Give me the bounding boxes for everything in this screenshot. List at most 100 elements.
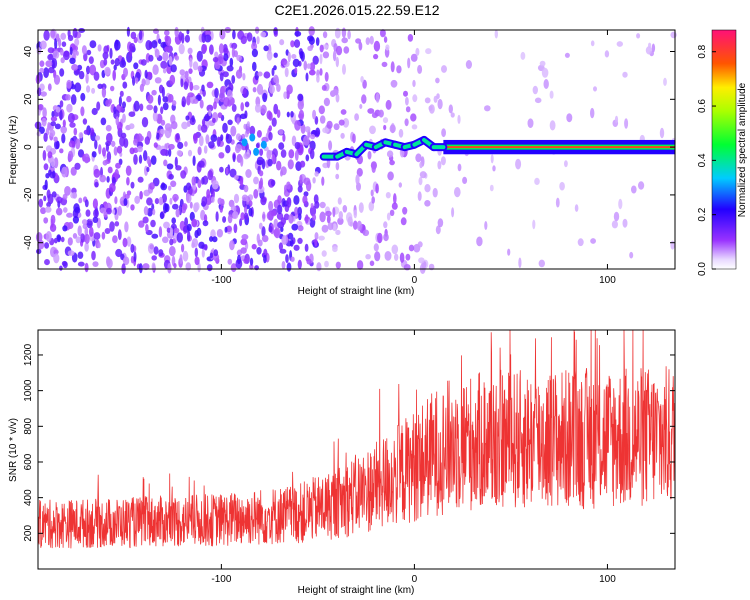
spectrogram-cell [53, 74, 61, 85]
spectrogram-cell [55, 207, 63, 216]
spectrogram-cell [419, 161, 423, 169]
spectrogram-cell [349, 221, 354, 227]
spectrogram-cell [418, 177, 423, 186]
spectrogram-cell [201, 196, 208, 207]
spectrogram-cell [138, 220, 145, 228]
spectrogram-cell [47, 151, 53, 159]
spectrogram-cell [67, 221, 74, 230]
spectrogram-cell [300, 123, 306, 134]
spectrogram-cell [362, 229, 370, 237]
spectrogram-cell [299, 160, 306, 168]
spectrogram-cell [115, 248, 123, 258]
spectrogram-cell [437, 218, 444, 228]
spectrogram-cell [43, 217, 49, 224]
spectrogram-cell [47, 122, 51, 130]
spectrogram-cell [60, 236, 65, 243]
spectrogram-cell [273, 74, 279, 84]
spectrogram-cell [94, 139, 98, 150]
spectrogram-cell [239, 176, 244, 187]
spectrogram-cell [246, 149, 250, 155]
spectrogram-cell [194, 202, 200, 211]
spectrogram-cell [194, 247, 198, 258]
spectrogram-y-ticks: -40 -20 0 20 40 [23, 46, 675, 250]
spectrogram-cell [147, 207, 153, 217]
spectrogram-cell [283, 91, 288, 100]
spectrogram-cell [201, 32, 206, 44]
spectrogram-cell [130, 31, 137, 40]
spectrogram-cell [130, 204, 135, 211]
spectrogram-cell [153, 105, 158, 114]
spectrogram-cell [342, 118, 350, 128]
x-tick-label: 100 [599, 275, 616, 286]
spectrogram-cell [86, 49, 92, 56]
spectrogram-cell [645, 46, 653, 55]
spectrogram-cell [319, 53, 323, 65]
spectrogram-cell [373, 53, 379, 60]
spectrogram-cell [84, 242, 89, 252]
spectrogram-cell [67, 237, 73, 246]
spectrogram-cell [342, 205, 348, 213]
spectrogram-cell [176, 232, 183, 243]
spectrogram-cell [385, 192, 391, 199]
spectrogram-cell [91, 151, 97, 158]
spectrogram-cell [199, 99, 204, 109]
spectrogram-cell [309, 62, 316, 72]
spectrogram-cell [64, 186, 71, 196]
spectrogram-cell [128, 50, 133, 57]
spectrogram-cell [181, 32, 185, 44]
spectrogram-cell [53, 237, 58, 244]
spectrogram-cell [342, 63, 346, 75]
spectrogram-cell [204, 34, 212, 43]
spectrogram-cell [314, 237, 318, 247]
spectrogram-cell [194, 256, 200, 266]
spectrogram-cell [158, 249, 164, 257]
spectrogram-cell [202, 220, 209, 227]
spectrogram-cell [91, 250, 96, 261]
spectrogram-cell [319, 211, 326, 223]
spectrogram-cell [203, 44, 208, 52]
spectrogram-cell [614, 115, 619, 124]
spectrogram-cell [209, 44, 214, 55]
spectrogram-cell [163, 202, 168, 214]
spectrogram-cell [50, 214, 56, 225]
spectrogram-cell [293, 195, 300, 205]
spectrogram-cell [138, 263, 143, 274]
spectrogram-cell [450, 112, 455, 118]
spectrogram-cell [315, 127, 321, 137]
spectrogram-cell [326, 120, 333, 129]
spectrogram-cell [308, 26, 315, 36]
spectrogram-cell [66, 212, 73, 218]
spectrogram-cell [101, 231, 106, 240]
spectrogram-cell [62, 261, 68, 269]
spectrogram-cell [337, 197, 342, 205]
y-tick-label: -40 [23, 235, 34, 250]
spectrogram-cell [150, 155, 157, 165]
spectrogram-cell [232, 30, 236, 40]
spectrogram-cell [62, 119, 66, 128]
spectrogram-cell [564, 52, 570, 58]
spectrogram-cell [332, 89, 339, 96]
spectrogram-cell [306, 63, 311, 69]
spectrogram-cell [365, 37, 370, 45]
spectrogram-cell [146, 71, 153, 77]
spectrogram-cell [277, 204, 283, 215]
spectrogram-cell [226, 89, 233, 100]
spectrogram-cell [69, 122, 76, 128]
spectrogram-cell [48, 169, 52, 176]
spectrogram-cell [110, 85, 115, 92]
spectrogram-cell [410, 113, 417, 122]
spectrogram-cell [86, 65, 91, 75]
spectrogram-cell [146, 166, 150, 173]
spectrogram-cell [116, 145, 123, 154]
spectrogram-cell [253, 189, 259, 199]
spectrogram-cell [123, 198, 128, 206]
y-tick-label: 800 [23, 418, 34, 435]
spectrogram-cell [67, 112, 75, 124]
spectrogram-cell [518, 257, 522, 269]
spectrogram-cell [72, 27, 78, 39]
spectrogram-cell [219, 29, 226, 40]
spectrogram-cell [106, 258, 113, 269]
spectrogram-cell [60, 32, 67, 41]
spectrogram-cell [390, 79, 398, 88]
spectrogram-cell [273, 65, 277, 71]
